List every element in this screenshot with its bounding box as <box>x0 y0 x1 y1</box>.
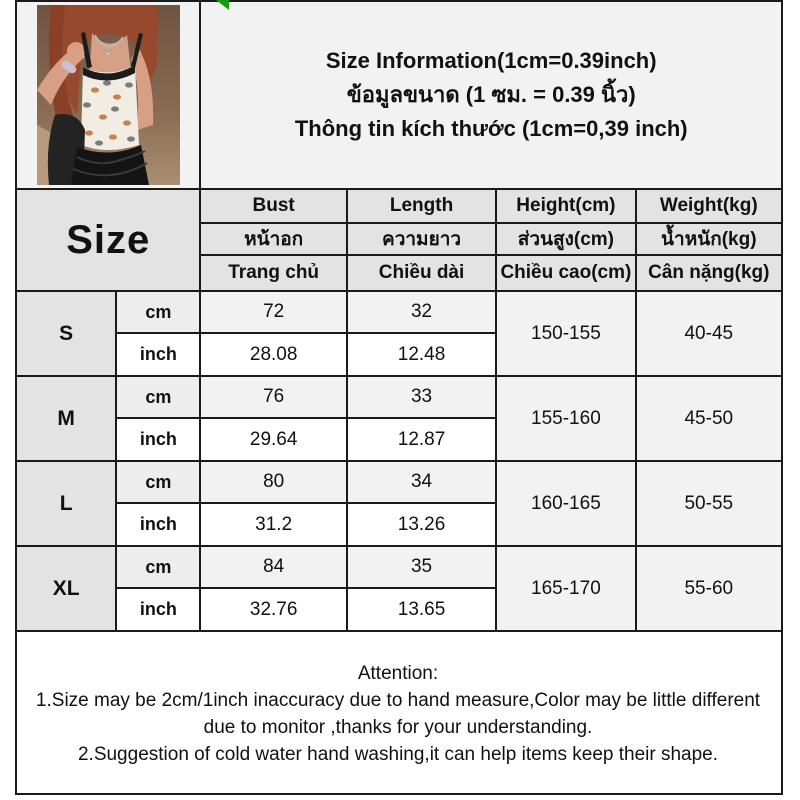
size-xl-label: XL <box>14 545 118 632</box>
col-weight-th: น้ำหนัก(kg) <box>634 222 784 256</box>
m-bust-inch: 29.64 <box>199 417 348 462</box>
m-length-cm: 33 <box>345 375 498 419</box>
size-header: Size <box>14 188 202 292</box>
model-photo <box>36 5 180 185</box>
s-bust-inch: 28.08 <box>199 332 348 377</box>
table-row: inch 29.64 12.87 <box>16 417 782 462</box>
col-height-th: ส่วนสูง(cm) <box>495 222 637 256</box>
col-bust-vi: Trang chủ <box>199 254 348 292</box>
col-bust-th: หน้าอก <box>199 222 348 256</box>
col-height-en: Height(cm) <box>495 188 637 224</box>
col-height-vi: Chiều cao(cm) <box>495 254 637 292</box>
l-bust-inch: 31.2 <box>199 502 348 547</box>
col-bust-en: Bust <box>199 188 348 224</box>
xl-height: 165-170 <box>495 545 637 632</box>
table-row: inch 32.76 13.65 <box>16 587 782 632</box>
size-m-label: M <box>14 375 118 462</box>
unit-cm: cm <box>115 460 202 504</box>
xl-bust-cm: 84 <box>199 545 348 589</box>
col-weight-en: Weight(kg) <box>634 188 784 224</box>
xl-bust-inch: 32.76 <box>199 587 348 632</box>
unit-cm: cm <box>115 375 202 419</box>
l-length-cm: 34 <box>345 460 498 504</box>
l-weight: 50-55 <box>634 460 784 547</box>
xl-length-inch: 13.65 <box>345 587 498 632</box>
green-corner-marker <box>216 0 229 10</box>
unit-inch: inch <box>115 587 202 632</box>
unit-inch: inch <box>115 417 202 462</box>
l-length-inch: 13.26 <box>345 502 498 547</box>
size-table: Size Information(1cm=0.39inch) ข้อมูลขนา… <box>14 0 784 795</box>
s-height: 150-155 <box>495 290 637 377</box>
title-cell: Size Information(1cm=0.39inch) ข้อมูลขนา… <box>199 0 783 190</box>
m-height: 155-160 <box>495 375 637 462</box>
table-row: M cm 76 33 155-160 45-50 <box>14 375 784 462</box>
title-english: Size Information(1cm=0.39inch) <box>325 48 657 73</box>
size-s-label: S <box>14 290 118 377</box>
table-row: inch 31.2 13.26 <box>16 502 782 547</box>
table-row: S cm 72 32 150-155 40-45 <box>14 290 784 377</box>
title-thai: ข้อมูลขนาด (1 ซม. = 0.39 นิ้ว) <box>346 82 636 107</box>
unit-cm: cm <box>115 545 202 589</box>
m-length-inch: 12.87 <box>345 417 498 462</box>
col-length-en: Length <box>345 188 498 224</box>
attention-section: Attention: 1.Size may be 2cm/1inch inacc… <box>15 630 783 795</box>
size-l-label: L <box>14 460 118 547</box>
s-length-inch: 12.48 <box>345 332 498 377</box>
xl-length-cm: 35 <box>345 545 498 589</box>
l-height: 160-165 <box>495 460 637 547</box>
s-bust-cm: 72 <box>199 290 348 334</box>
col-length-th: ความยาว <box>345 222 498 256</box>
title-vietnamese: Thông tin kích thước (1cm=0,39 inch) <box>294 116 688 141</box>
unit-inch: inch <box>115 502 202 547</box>
table-row: XL cm 84 35 165-170 55-60 <box>14 545 784 632</box>
attention-heading: Attention: <box>357 663 439 684</box>
attention-note-1: 1.Size may be 2cm/1inch inaccuracy due t… <box>35 690 761 738</box>
l-bust-cm: 80 <box>199 460 348 504</box>
size-chart-sheet: Size Information(1cm=0.39inch) ข้อมูลขนา… <box>14 0 784 795</box>
table-row: inch 28.08 12.48 <box>16 332 782 377</box>
col-weight-vi: Cân nặng(kg) <box>634 254 784 292</box>
s-weight: 40-45 <box>634 290 784 377</box>
unit-cm: cm <box>115 290 202 334</box>
table-row: L cm 80 34 160-165 50-55 <box>14 460 784 547</box>
product-photo-cell <box>14 0 202 190</box>
m-bust-cm: 76 <box>199 375 348 419</box>
unit-inch: inch <box>115 332 202 377</box>
attention-note-2: 2.Suggestion of cold water hand washing,… <box>77 744 719 765</box>
m-weight: 45-50 <box>634 375 784 462</box>
xl-weight: 55-60 <box>634 545 784 632</box>
col-length-vi: Chiều dài <box>345 254 498 292</box>
s-length-cm: 32 <box>345 290 498 334</box>
